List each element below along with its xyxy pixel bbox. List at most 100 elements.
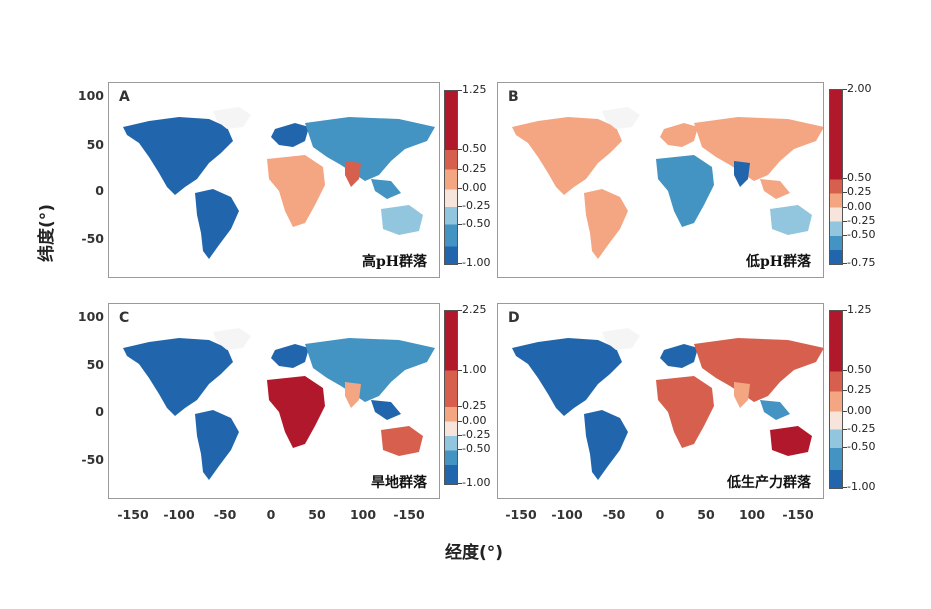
landmass-southAmerica bbox=[584, 410, 628, 480]
landmass-africa bbox=[267, 376, 325, 448]
landmass-india bbox=[345, 382, 361, 408]
colorbar-tick-label: 2.00 bbox=[847, 82, 872, 95]
colorbar-tick-label: 0.50 bbox=[847, 171, 872, 185]
landmass-greenland bbox=[602, 107, 640, 129]
colorbar-tick-mark bbox=[458, 310, 462, 311]
colorbar-tick-label: -0.25 bbox=[847, 213, 876, 227]
x-tick-label: 100 bbox=[349, 507, 377, 522]
landmass-australia bbox=[381, 426, 423, 456]
landmass-india bbox=[345, 161, 361, 187]
colorbar-tick-mark bbox=[458, 205, 462, 207]
panel-letter: A bbox=[119, 89, 130, 105]
colorbar-tick-mark bbox=[843, 263, 847, 264]
colorbar-tick-mark bbox=[458, 483, 462, 484]
x-tick-label: -150 bbox=[505, 507, 537, 522]
panel-letter: C bbox=[119, 310, 130, 326]
map-panel-c: C 旱地群落 bbox=[108, 303, 440, 499]
panel-letter: D bbox=[508, 310, 520, 326]
colorbar-tick-label: 1.00 bbox=[462, 362, 487, 376]
x-tick-label: 0 bbox=[266, 507, 276, 522]
colorbar-tick-mark bbox=[843, 428, 847, 430]
landmass-australia bbox=[381, 205, 423, 235]
colorbar-tick-mark bbox=[458, 369, 462, 371]
landmass-northAmerica bbox=[123, 117, 233, 195]
landmass-asia bbox=[694, 338, 823, 402]
map-panel-a: A 高pH群落 bbox=[108, 82, 440, 278]
colorbar-tick-label: -1.00 bbox=[847, 480, 876, 493]
colorbar-tick-mark bbox=[458, 434, 462, 436]
colorbar-tick-mark bbox=[458, 168, 462, 170]
y-tick-label: -50 bbox=[81, 231, 104, 246]
landmass-northAmerica bbox=[512, 117, 622, 195]
x-tick-label: -150 bbox=[393, 507, 425, 522]
colorbar-tick-label: 0.25 bbox=[847, 185, 872, 199]
panel-label: 旱地群落 bbox=[371, 475, 427, 491]
continents bbox=[123, 107, 435, 259]
panel-label: 低pH群落 bbox=[745, 254, 811, 270]
colorbar-tick-mark bbox=[458, 406, 462, 408]
landmass-asia bbox=[305, 117, 435, 181]
colorbar-tick-label: -1.00 bbox=[462, 256, 491, 269]
landmass-europe bbox=[660, 344, 698, 368]
landmass-southAmerica bbox=[195, 189, 239, 259]
landmass-africa bbox=[656, 155, 714, 227]
landmass-northAmerica bbox=[512, 338, 622, 416]
landmass-seAsia bbox=[371, 179, 401, 199]
colorbar-tick-label: 0.25 bbox=[462, 161, 487, 175]
map-panel-b: B 低pH群落 bbox=[497, 82, 824, 278]
colorbar-gradient bbox=[829, 89, 843, 265]
y-tick-label: 50 bbox=[86, 137, 104, 152]
landmass-southAmerica bbox=[195, 410, 239, 480]
landmass-asia bbox=[305, 338, 435, 402]
colorbar-tick-mark bbox=[843, 370, 847, 372]
world-map bbox=[123, 328, 435, 480]
colorbar-tick-label: 0.50 bbox=[462, 141, 487, 155]
world-map bbox=[512, 328, 823, 480]
y-tick-label: 0 bbox=[95, 404, 104, 419]
colorbar-gradient bbox=[444, 90, 458, 265]
landmass-india bbox=[734, 382, 750, 408]
landmass-africa bbox=[267, 155, 325, 227]
x-tick-label: -100 bbox=[551, 507, 583, 522]
continents bbox=[123, 328, 435, 480]
colorbar-tick-label: -0.50 bbox=[462, 216, 491, 230]
landmass-greenland bbox=[213, 107, 251, 129]
colorbar-tick-mark bbox=[843, 206, 847, 208]
colorbar-tick-mark bbox=[843, 487, 847, 488]
colorbar-tick-mark bbox=[458, 420, 462, 422]
colorbar-tick-label: -0.50 bbox=[847, 439, 876, 453]
landmass-seAsia bbox=[371, 400, 401, 420]
colorbar-tick-label: 0.00 bbox=[847, 199, 872, 213]
colorbar-tick-mark bbox=[843, 89, 847, 90]
colorbar-tick-mark bbox=[843, 192, 847, 194]
colorbar-tick-label: 0.25 bbox=[462, 399, 487, 413]
landmass-africa bbox=[656, 376, 714, 448]
colorbar-tick-mark bbox=[458, 90, 462, 91]
y-axis-label: 纬度(°) bbox=[37, 203, 57, 262]
colorbar-tick-mark bbox=[843, 446, 847, 448]
landmass-seAsia bbox=[760, 179, 790, 199]
landmass-asia bbox=[694, 117, 823, 181]
x-tick-label: -150 bbox=[117, 507, 149, 522]
landmass-europe bbox=[660, 123, 698, 147]
landmass-greenland bbox=[602, 328, 640, 350]
colorbar-tick-label: -0.50 bbox=[847, 227, 876, 241]
landmass-europe bbox=[271, 123, 309, 147]
continents bbox=[512, 107, 823, 259]
continents bbox=[512, 328, 823, 480]
x-tick-label: -150 bbox=[782, 507, 814, 522]
colorbar-tick-mark bbox=[458, 188, 462, 190]
x-tick-label: -100 bbox=[163, 507, 195, 522]
colorbar-tick-label: 0.50 bbox=[847, 363, 872, 377]
landmass-southAmerica bbox=[584, 189, 628, 259]
landmass-india bbox=[734, 161, 750, 187]
colorbar-tick-mark bbox=[843, 234, 847, 236]
x-axis-label: 经度(°) bbox=[445, 543, 504, 563]
x-tick-label: -50 bbox=[602, 507, 626, 522]
colorbar-tick-label: -1.00 bbox=[462, 476, 491, 489]
colorbar-tick-mark bbox=[458, 223, 462, 225]
colorbar-tick-label: 1.25 bbox=[847, 303, 872, 316]
landmass-seAsia bbox=[760, 400, 790, 420]
colorbar-tick-mark bbox=[843, 178, 847, 180]
colorbar-tick-mark bbox=[843, 310, 847, 311]
